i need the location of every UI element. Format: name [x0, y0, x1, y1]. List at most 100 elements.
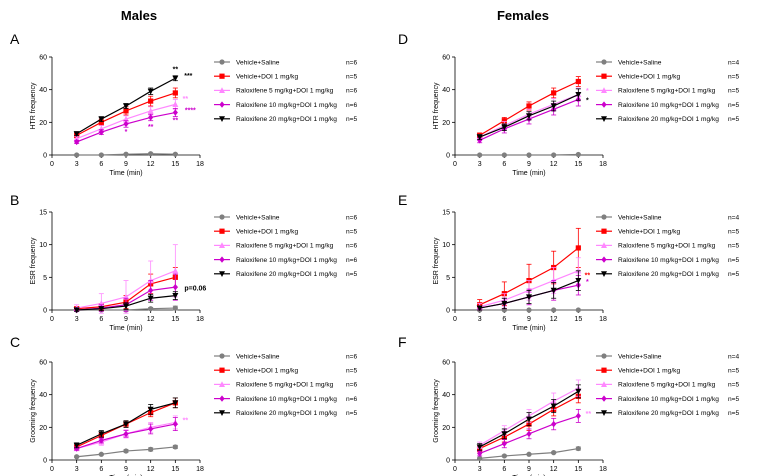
panel-letter: E: [398, 192, 407, 208]
significance-annotation: *: [586, 88, 589, 95]
series-ralox20: [476, 270, 582, 312]
legend-marker: [601, 228, 607, 234]
legend-marker: [219, 101, 225, 108]
males-title: Males: [121, 8, 157, 23]
significance-annotation: **: [173, 117, 179, 124]
significance-annotation: **: [148, 124, 154, 131]
legend-marker: [601, 381, 607, 387]
series-vehicle-doi: [477, 76, 581, 139]
legend: Vehicle+Saline n=4 Vehicle+DOI 1 mg/kg n=5 R…: [596, 214, 740, 278]
y-tick-label: 15: [39, 210, 47, 217]
significance-annotation: ***: [184, 73, 192, 80]
x-axis-label: Time (min): [512, 325, 545, 332]
y-tick-label: 0: [43, 308, 47, 315]
data-point: [172, 283, 178, 291]
x-tick-label: 18: [196, 466, 204, 473]
y-tick-label: 60: [442, 360, 450, 367]
legend-marker: [601, 410, 607, 416]
x-axis-label: Time (min): [109, 170, 142, 177]
data-point: [550, 403, 557, 410]
data-point: [575, 445, 581, 452]
legend-label: Raloxifene 5 mg/kg+DOI 1 mg/kg: [618, 243, 716, 250]
legend-n: n=4: [728, 353, 740, 360]
y-axis-label: ESR frequency: [30, 237, 37, 285]
data-point: [575, 307, 581, 313]
significance-annotation: *: [125, 129, 128, 136]
legend-n: n=5: [728, 116, 740, 123]
data-point: [123, 108, 129, 114]
y-tick-label: 0: [446, 308, 450, 315]
legend-n: n=5: [728, 368, 740, 375]
significance-annotation: **: [173, 67, 179, 74]
legend-marker: [601, 353, 607, 359]
legend-n: n=5: [728, 243, 740, 250]
data-point: [148, 151, 154, 157]
legend-n: n=5: [728, 102, 740, 109]
x-tick-label: 6: [502, 466, 506, 473]
legend-label: Vehicle+DOI 1 mg/kg: [236, 368, 298, 375]
data-point: [98, 128, 104, 136]
legend-label: Vehicle+DOI 1 mg/kg: [236, 74, 298, 81]
legend-label: Raloxifene 10 mg/kg+DOI 1 mg/kg: [236, 102, 337, 109]
y-axis-label: ESR frequency: [433, 237, 440, 285]
x-tick-label: 12: [147, 316, 155, 323]
legend-label: Vehicle+Saline: [618, 353, 662, 360]
data-point: [501, 118, 507, 124]
legend-n: n=6: [346, 59, 358, 66]
legend-marker: [601, 59, 607, 65]
x-tick-label: 3: [75, 161, 79, 168]
x-tick-label: 0: [50, 466, 54, 473]
x-tick-label: 3: [478, 466, 482, 473]
significance-annotation: **: [183, 417, 189, 424]
y-axis-label: HTR frequency: [30, 82, 37, 130]
significance-annotation: **: [586, 411, 592, 418]
x-tick-label: 12: [147, 161, 155, 168]
series-vehicle-saline: [477, 445, 581, 461]
data-point: [575, 78, 581, 85]
significance-annotation: *: [586, 279, 589, 286]
y-tick-label: 5: [43, 275, 47, 282]
data-point: [98, 116, 105, 123]
series-ralox20: [73, 397, 179, 449]
legend-label: Vehicle+Saline: [618, 59, 662, 66]
x-tick-label: 3: [478, 316, 482, 323]
panel-b: B 0 3 6 9 12 15 18 0 5 10 15 Time (min) ESR frequency…: [10, 192, 358, 332]
data-point: [501, 300, 508, 307]
legend-n: n=5: [728, 257, 740, 264]
legend: Vehicle+Saline n=4 Vehicle+DOI 1 mg/kg n=5 R…: [596, 59, 740, 123]
legend-n: n=5: [346, 271, 358, 278]
x-tick-label: 0: [453, 316, 457, 323]
legend-marker: [601, 87, 607, 93]
data-point: [74, 138, 80, 146]
x-tick-label: 9: [124, 466, 128, 473]
legend-marker: [601, 116, 607, 122]
data-point: [575, 278, 582, 284]
data-point: [477, 152, 483, 158]
series-vehicle-saline: [74, 444, 178, 460]
y-tick-label: 15: [442, 210, 450, 217]
data-point: [477, 137, 483, 144]
y-tick-label: 20: [442, 425, 450, 432]
panel-letter: C: [10, 334, 20, 350]
legend-marker: [219, 353, 225, 359]
legend-label: Vehicle+Saline: [236, 214, 280, 221]
data-point: [550, 287, 557, 294]
data-point: [147, 88, 154, 95]
data-point: [148, 98, 154, 104]
females-title: Females: [497, 8, 549, 23]
series-ralox20: [73, 291, 179, 314]
data-point: [147, 406, 154, 413]
legend-marker: [219, 271, 225, 277]
legend-marker: [601, 214, 607, 220]
data-point: [74, 152, 80, 158]
data-point: [501, 152, 507, 158]
data-point: [148, 425, 154, 433]
x-tick-label: 15: [171, 161, 179, 168]
data-point: [501, 453, 507, 459]
data-point: [551, 307, 557, 313]
data-point: [476, 134, 483, 141]
x-tick-label: 6: [99, 316, 103, 323]
series-vehicle-saline: [477, 307, 581, 313]
series-ralox10: [74, 417, 178, 452]
